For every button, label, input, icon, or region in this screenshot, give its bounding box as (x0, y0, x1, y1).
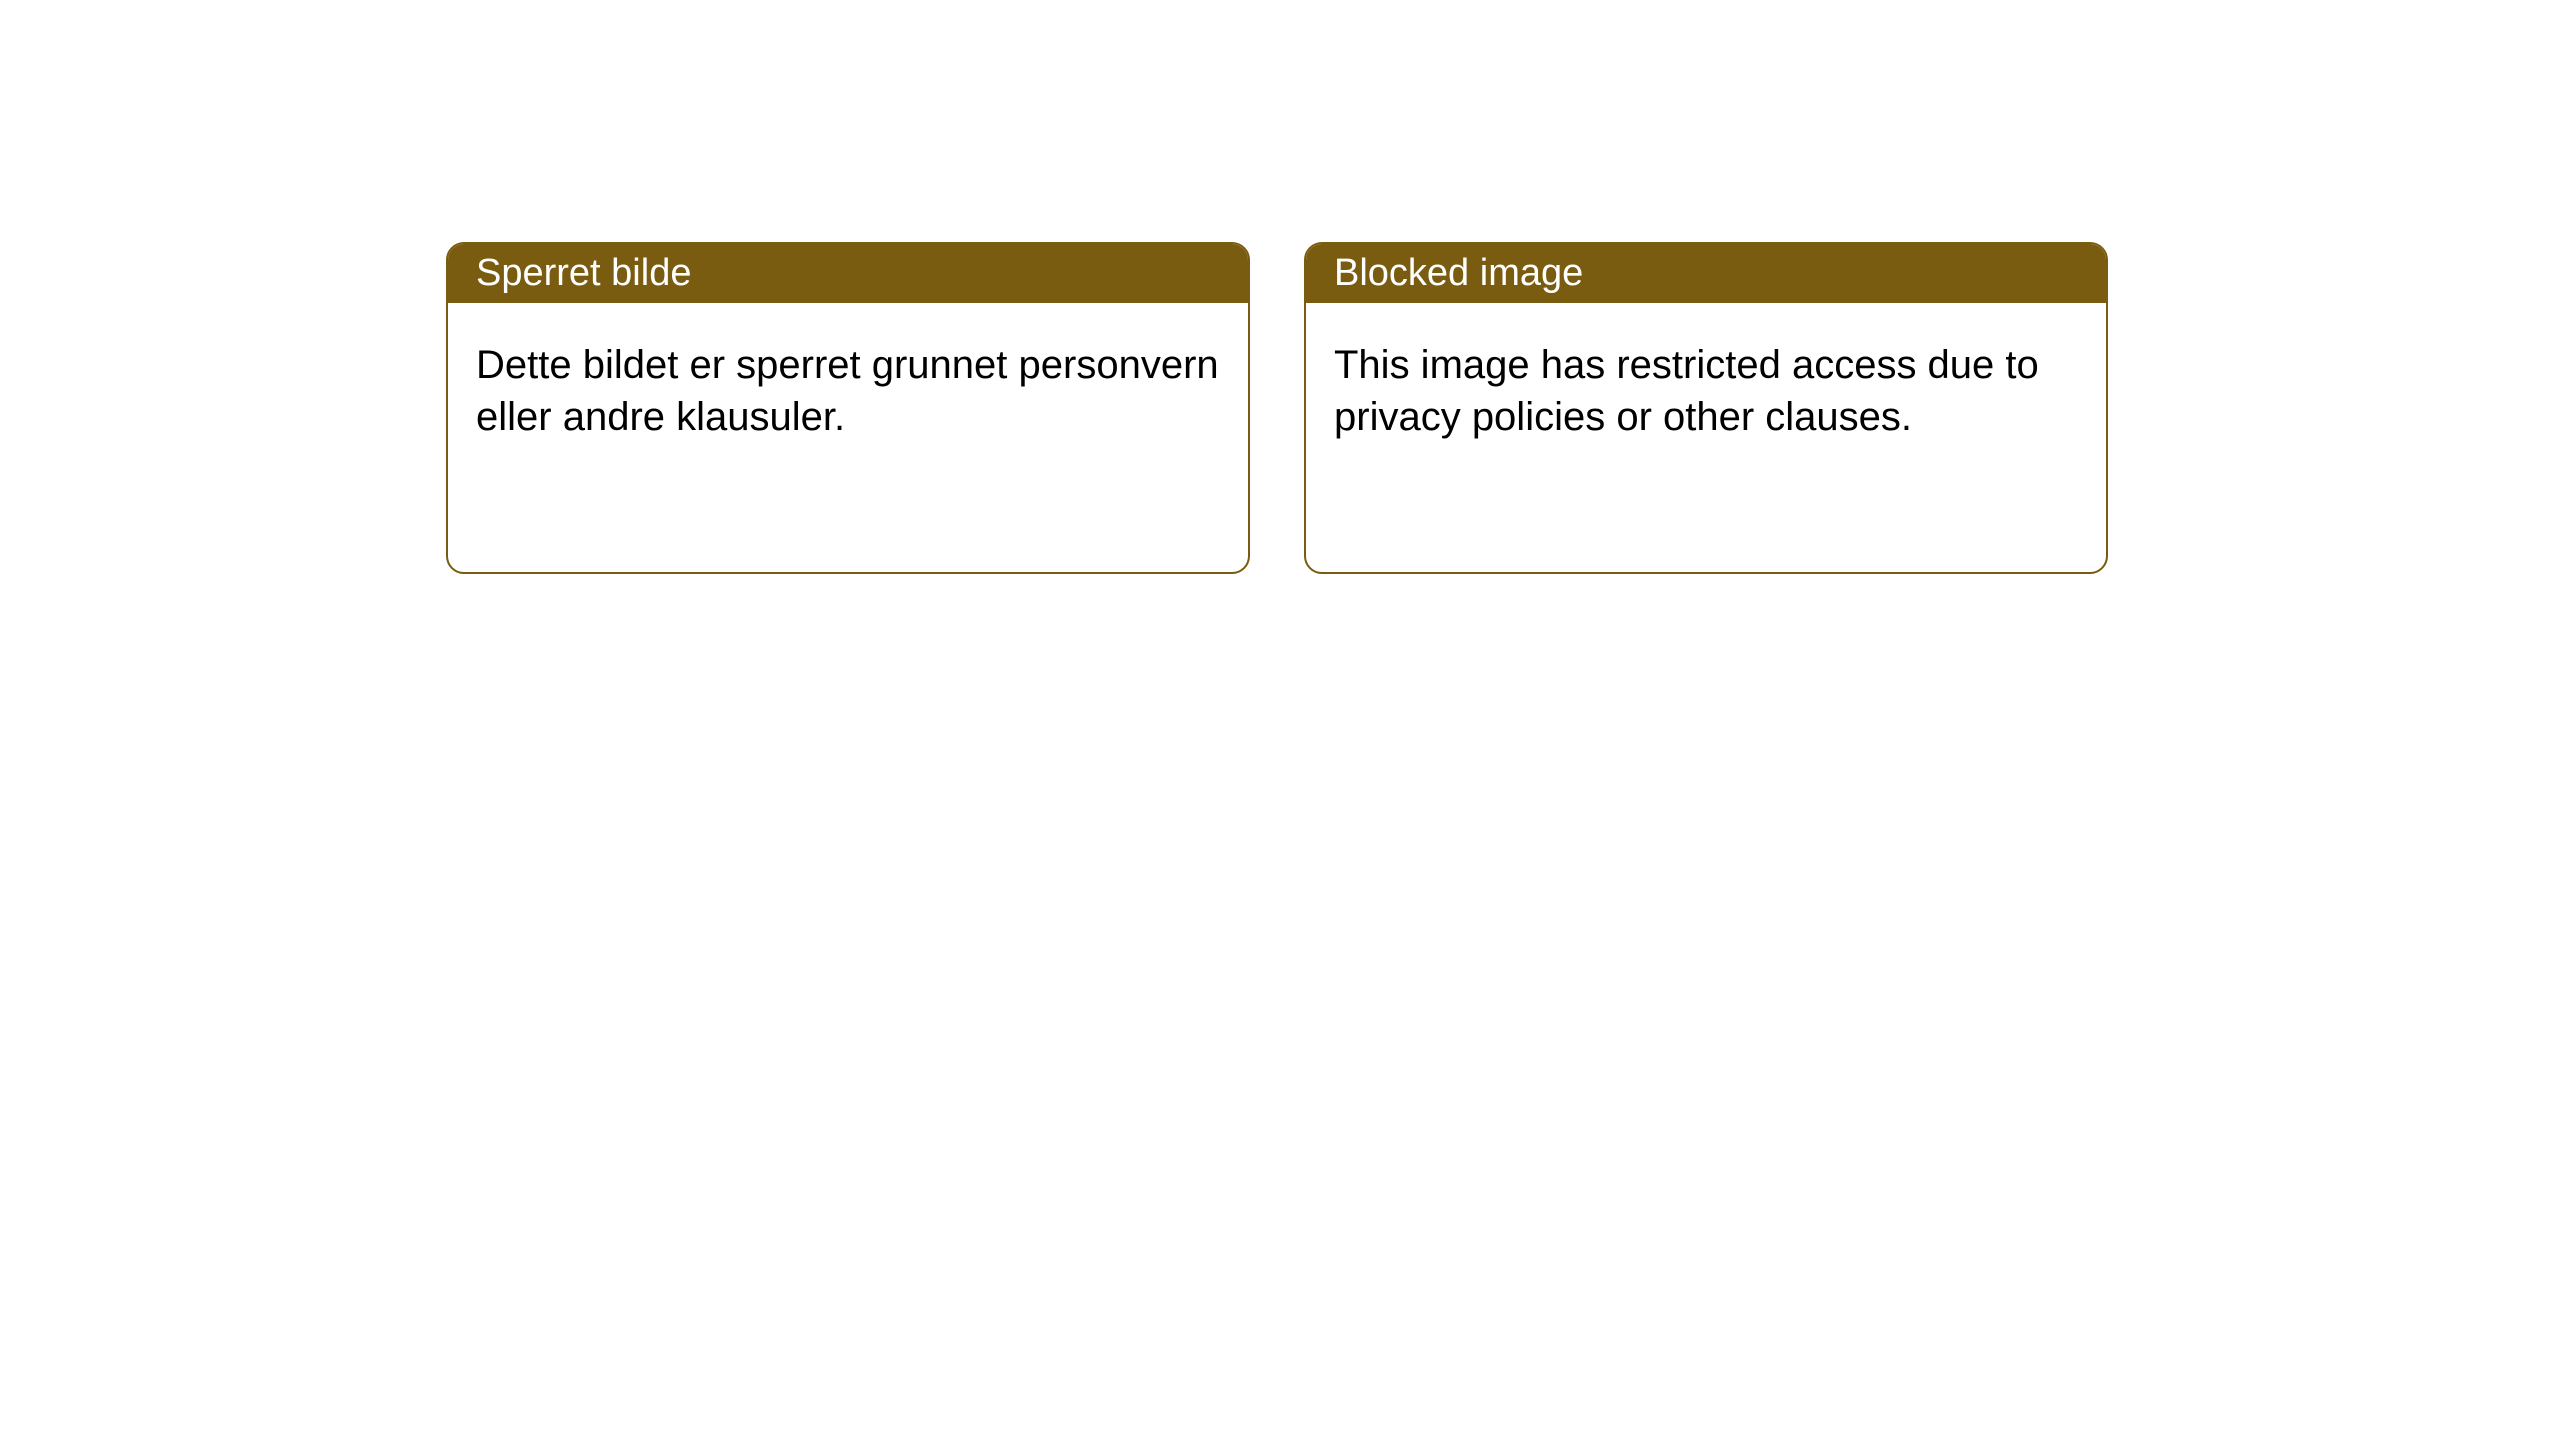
card-title: Blocked image (1334, 252, 1583, 294)
card-body-text: Dette bildet er sperret grunnet personve… (476, 343, 1219, 439)
notice-container: Sperret bilde Dette bildet er sperret gr… (0, 0, 2560, 574)
notice-card-english: Blocked image This image has restricted … (1304, 242, 2108, 574)
card-body: This image has restricted access due to … (1306, 303, 2106, 479)
card-title: Sperret bilde (476, 252, 691, 294)
card-header: Sperret bilde (448, 244, 1248, 303)
card-body-text: This image has restricted access due to … (1334, 343, 2039, 439)
card-body: Dette bildet er sperret grunnet personve… (448, 303, 1248, 479)
card-header: Blocked image (1306, 244, 2106, 303)
notice-card-norwegian: Sperret bilde Dette bildet er sperret gr… (446, 242, 1250, 574)
